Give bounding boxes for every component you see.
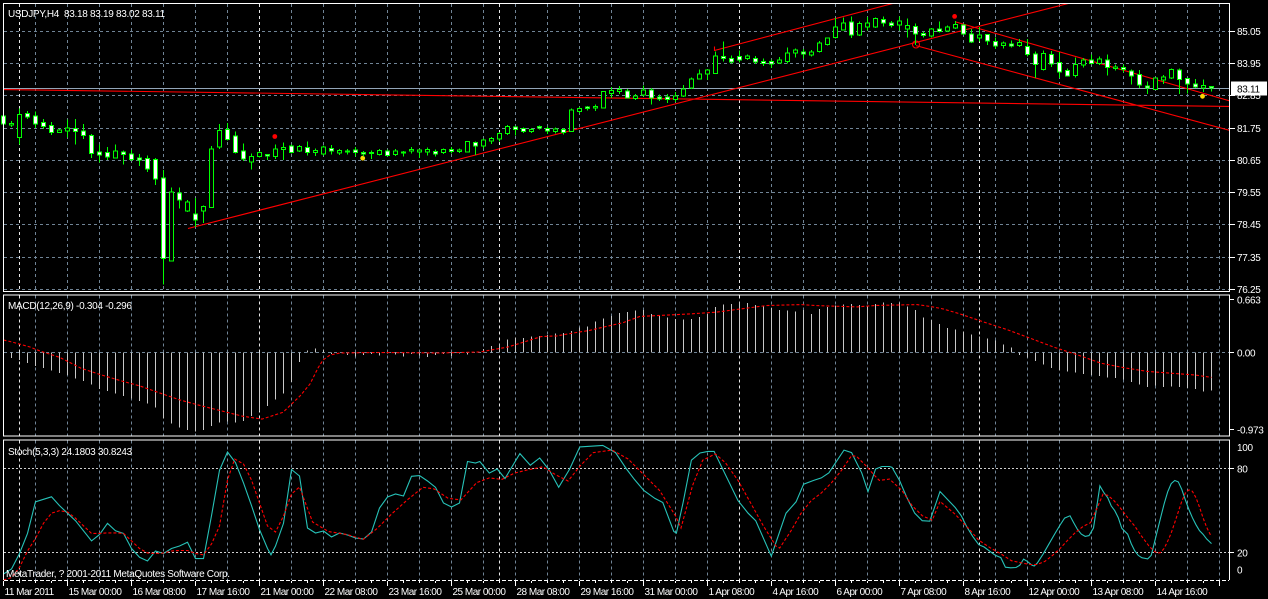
svg-text:31 Mar 00:00: 31 Mar 00:00 xyxy=(645,587,699,598)
svg-text:80: 80 xyxy=(1237,465,1248,476)
svg-text:0: 0 xyxy=(1237,566,1243,577)
svg-text:78.45: 78.45 xyxy=(1237,220,1261,231)
svg-text:12 Apr 00:00: 12 Apr 00:00 xyxy=(1029,587,1081,598)
svg-text:4 Apr 16:00: 4 Apr 16:00 xyxy=(773,587,820,598)
svg-text:Stoch(5,3,3) 24.1803 30.8243: Stoch(5,3,3) 24.1803 30.8243 xyxy=(8,447,133,458)
svg-text:6 Apr 00:00: 6 Apr 00:00 xyxy=(837,587,884,598)
svg-text:81.75: 81.75 xyxy=(1237,124,1261,135)
svg-text:82.85: 82.85 xyxy=(1237,91,1261,102)
svg-text:0.00: 0.00 xyxy=(1237,349,1256,360)
svg-text:14 Apr 16:00: 14 Apr 16:00 xyxy=(1157,587,1209,598)
svg-text:76.25: 76.25 xyxy=(1237,285,1261,296)
svg-text:23 Mar 16:00: 23 Mar 16:00 xyxy=(389,587,443,598)
svg-text:8 Apr 16:00: 8 Apr 16:00 xyxy=(965,587,1012,598)
svg-text:29 Mar 16:00: 29 Mar 16:00 xyxy=(581,587,635,598)
svg-text:7 Apr 08:00: 7 Apr 08:00 xyxy=(901,587,948,598)
svg-text:MetaTrader, ? 2001-2011 MetaQu: MetaTrader, ? 2001-2011 MetaQuotes Softw… xyxy=(6,569,230,580)
svg-text:83.95: 83.95 xyxy=(1237,59,1261,70)
svg-text:85.05: 85.05 xyxy=(1237,27,1261,38)
svg-text:17 Mar 16:00: 17 Mar 16:00 xyxy=(197,587,251,598)
svg-text:28 Mar 08:00: 28 Mar 08:00 xyxy=(517,587,571,598)
svg-text:80.65: 80.65 xyxy=(1237,156,1261,167)
svg-text:25 Mar 00:00: 25 Mar 00:00 xyxy=(453,587,507,598)
svg-text:1 Apr 08:00: 1 Apr 08:00 xyxy=(709,587,756,598)
svg-text:83.11: 83.11 xyxy=(1237,85,1261,96)
svg-text:0.663: 0.663 xyxy=(1237,296,1261,307)
svg-text:21 Mar 00:00: 21 Mar 00:00 xyxy=(261,587,315,598)
svg-text:15 Mar 00:00: 15 Mar 00:00 xyxy=(69,587,123,598)
svg-text:79.55: 79.55 xyxy=(1237,188,1261,199)
svg-text:-0.973: -0.973 xyxy=(1237,426,1264,437)
svg-text:100: 100 xyxy=(1237,443,1254,454)
svg-text:11 Mar 2011: 11 Mar 2011 xyxy=(5,587,55,598)
svg-text:MACD(12,26,9) -0.304 -0.296: MACD(12,26,9) -0.304 -0.296 xyxy=(8,301,132,312)
svg-text:20: 20 xyxy=(1237,549,1248,560)
svg-text:22 Mar 08:00: 22 Mar 08:00 xyxy=(325,587,379,598)
svg-text:USDJPY,H4 83.18 83.19 83.02 8: USDJPY,H4 83.18 83.19 83.02 83.11 xyxy=(8,9,166,20)
svg-text:77.35: 77.35 xyxy=(1237,253,1261,264)
svg-text:16 Mar 08:00: 16 Mar 08:00 xyxy=(133,587,187,598)
svg-text:13 Apr 08:00: 13 Apr 08:00 xyxy=(1093,587,1145,598)
